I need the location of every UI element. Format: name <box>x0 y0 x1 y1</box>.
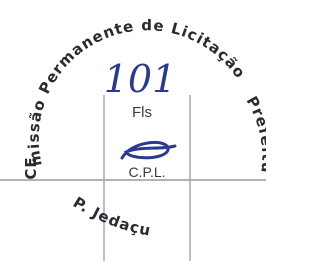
ring-left: CE <box>22 156 40 179</box>
committee-label: C.P.L. <box>128 164 165 180</box>
page-number: 101 <box>104 57 177 101</box>
stamp-image: missão Permanente de Licitação Prefeitu … <box>0 0 266 261</box>
page: missão Permanente de Licitação Prefeitu … <box>0 0 320 261</box>
page-label: Fls <box>132 104 152 121</box>
